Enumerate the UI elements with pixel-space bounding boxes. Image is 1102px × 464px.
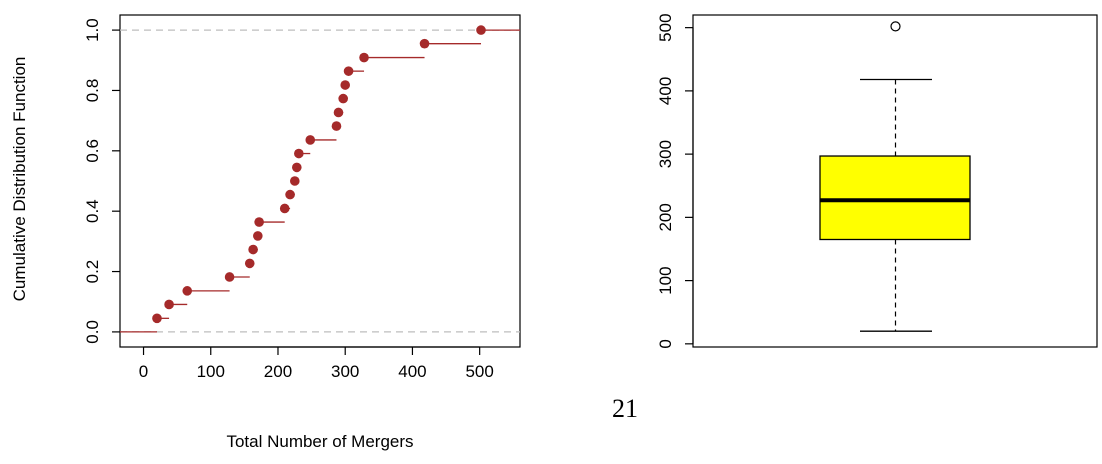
ecdf-steps bbox=[120, 29, 520, 333]
ecdf-point bbox=[343, 66, 354, 76]
boxplot-y-tick-label: 100 bbox=[656, 266, 675, 294]
boxplot-y-tick-label: 500 bbox=[656, 13, 675, 41]
page-number: 21 bbox=[612, 394, 638, 423]
ecdf-point bbox=[279, 203, 290, 214]
ecdf-y-tick-label: 0.4 bbox=[83, 199, 102, 223]
ecdf-x-tick-label: 400 bbox=[398, 362, 426, 381]
ecdf-plot-frame bbox=[119, 14, 521, 348]
ecdf-point bbox=[182, 286, 193, 296]
ecdf-point bbox=[244, 258, 255, 269]
ecdf-y-tick-label: 0.6 bbox=[83, 139, 102, 163]
ecdf-point bbox=[359, 52, 369, 63]
ecdf-point bbox=[419, 38, 430, 49]
ecdf-point bbox=[331, 121, 342, 131]
ecdf-x-tick-label: 200 bbox=[264, 362, 292, 381]
boxplot-y-tick-label: 200 bbox=[656, 203, 675, 231]
ecdf-point bbox=[305, 135, 316, 145]
ecdf-x-tick-label: 300 bbox=[331, 362, 359, 381]
ecdf-y-tick-label: 0.8 bbox=[83, 79, 102, 103]
ecdf-point bbox=[253, 231, 263, 241]
ecdf-x-axis: 0 100 200 300 400 500 bbox=[139, 346, 494, 381]
boxplot-y-axis: 0 100 200 300 400 500 bbox=[656, 13, 694, 349]
ecdf-point bbox=[292, 162, 302, 173]
ecdf-point bbox=[285, 189, 295, 200]
ecdf-y-axis-title: Cumulative Distribution Function bbox=[10, 57, 29, 302]
ecdf-point bbox=[289, 176, 300, 186]
ecdf-chart: 0 100 200 300 400 500 0.0 0.2 0.4 0.6 0.8 1.0 Tota… bbox=[10, 14, 521, 451]
ecdf-point bbox=[248, 244, 258, 255]
ecdf-y-tick-label: 1.0 bbox=[83, 18, 102, 42]
ecdf-x-tick-label: 0 bbox=[139, 362, 148, 381]
ecdf-reference-lines bbox=[120, 29, 520, 333]
ecdf-point bbox=[476, 25, 486, 35]
boxplot-y-tick-label: 300 bbox=[656, 140, 675, 168]
ecdf-y-axis: 0.0 0.2 0.4 0.6 0.8 1.0 bbox=[83, 18, 120, 344]
boxplot-chart: 0 100 200 300 400 500 bbox=[656, 13, 1098, 349]
ecdf-x-tick-label: 500 bbox=[465, 362, 493, 381]
ecdf-point bbox=[152, 313, 162, 324]
ecdf-point bbox=[338, 93, 348, 104]
ecdf-point bbox=[254, 217, 264, 227]
boxplot-marks bbox=[819, 21, 971, 332]
boxplot-outlier-point bbox=[890, 21, 901, 32]
ecdf-point bbox=[224, 272, 235, 282]
ecdf-point bbox=[333, 107, 344, 118]
ecdf-x-axis-title: Total Number of Mergers bbox=[226, 432, 413, 451]
ecdf-y-tick-label: 0.2 bbox=[83, 260, 102, 284]
ecdf-x-tick-label: 100 bbox=[197, 362, 225, 381]
ecdf-y-tick-label: 0.0 bbox=[83, 320, 102, 344]
ecdf-points bbox=[152, 25, 486, 324]
boxplot-box bbox=[819, 155, 971, 241]
ecdf-point bbox=[340, 80, 351, 90]
boxplot-y-tick-label: 0 bbox=[656, 339, 675, 348]
boxplot-y-tick-label: 400 bbox=[656, 77, 675, 105]
ecdf-point bbox=[164, 299, 174, 310]
ecdf-point bbox=[294, 148, 304, 159]
